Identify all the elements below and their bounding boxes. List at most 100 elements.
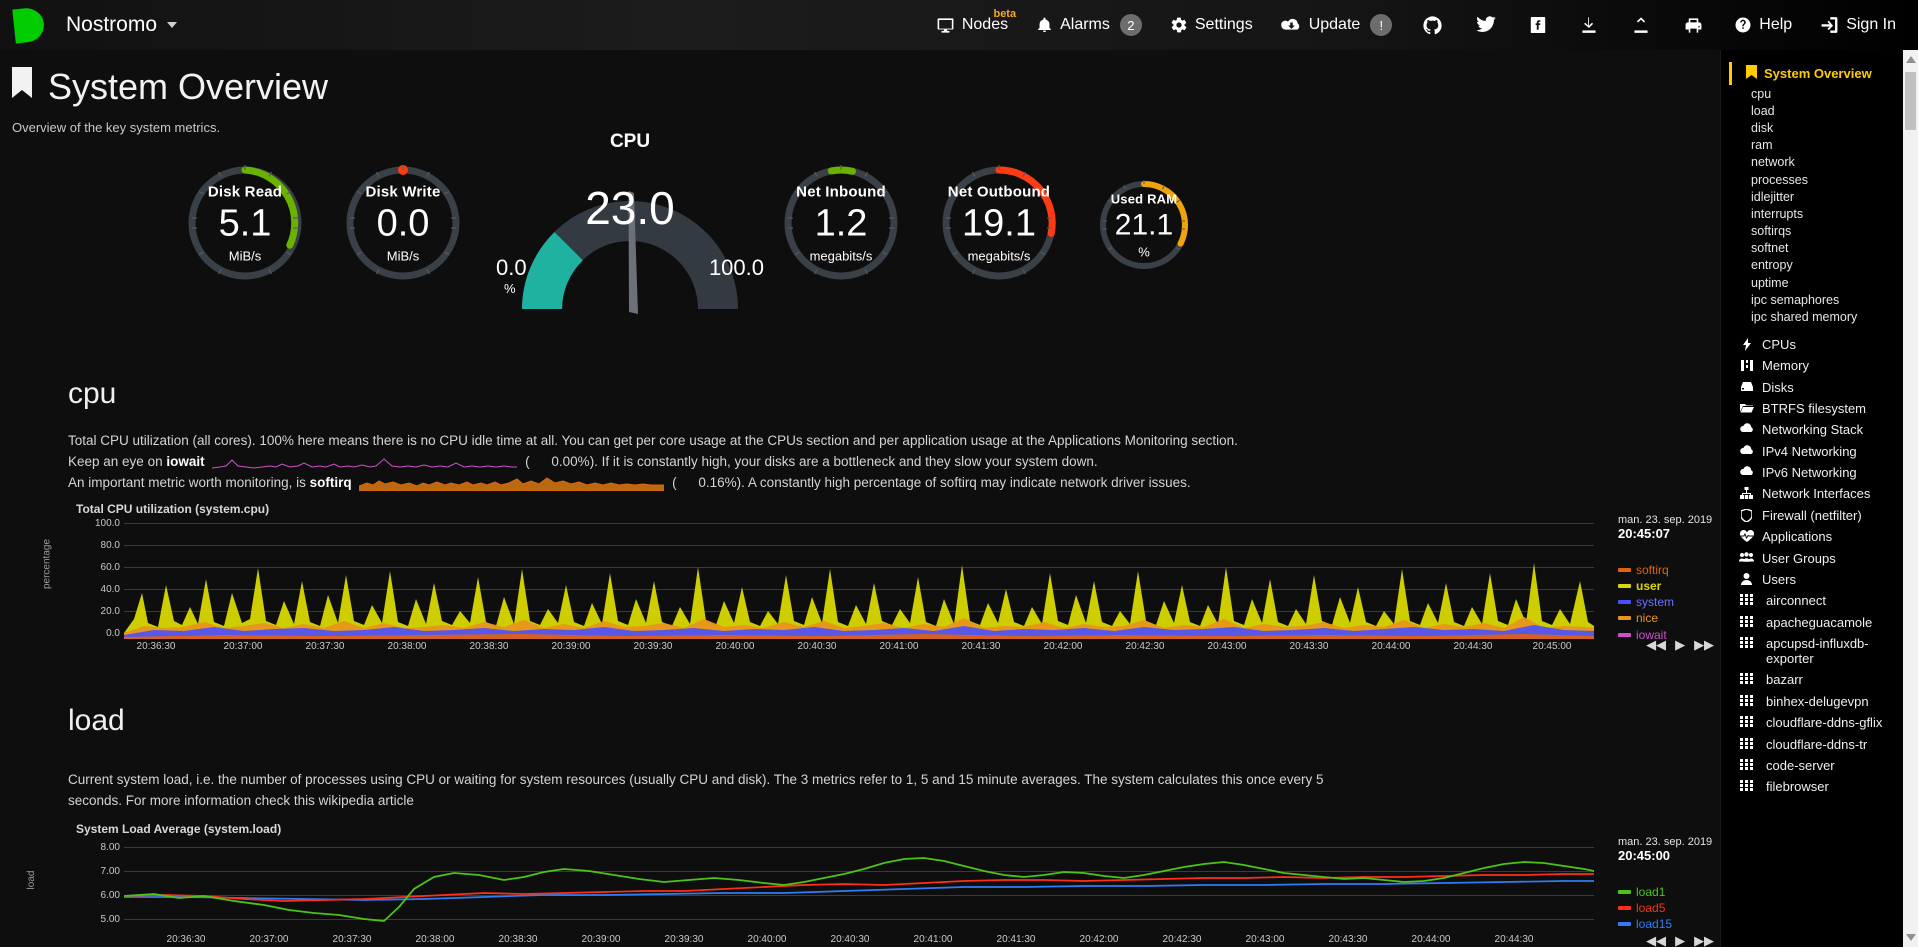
sidebar-subitem-idlejitter[interactable]: idlejitter (1751, 189, 1795, 204)
bookmark-icon (10, 66, 34, 108)
nav-item-nodes[interactable]: Nodes beta (922, 0, 1022, 50)
sidebar-subitem-processes[interactable]: processes (1751, 172, 1808, 187)
sidebar-subitem-entropy[interactable]: entropy (1751, 258, 1793, 273)
chevron-down-icon[interactable] (167, 22, 178, 28)
load-chart-ylabel: load (25, 870, 37, 890)
sidebar-item-memory[interactable]: Memory (1721, 355, 1918, 376)
legend-row[interactable]: iowait 0.0 (1618, 627, 1720, 643)
xtick: 20:44:00 (1411, 933, 1451, 945)
sidebar-subitem-ipc-semaphores[interactable]: ipc semaphores (1751, 292, 1840, 307)
th-icon (1739, 758, 1754, 770)
play-icon[interactable]: ▶ (1675, 637, 1686, 653)
nav-item-github[interactable] (1406, 0, 1459, 50)
sidebar-subitem-ipc-shared-memory[interactable]: ipc shared memory (1751, 310, 1858, 325)
legend-swatch (1618, 567, 1631, 572)
load-chart-container[interactable]: System Load Average (system.load) load 8… (26, 822, 1714, 947)
nav-item-help[interactable]: Help (1720, 0, 1806, 50)
sidebar-item-binhex-delugevpn[interactable]: binhex-delugevpn (1721, 691, 1918, 712)
ytick: 20.0 (100, 605, 120, 617)
sidebar-subitem-ram[interactable]: ram (1751, 138, 1773, 153)
sidebar-item-networking-stack[interactable]: Networking Stack (1721, 419, 1918, 440)
facebook-icon (1530, 16, 1546, 34)
forward-icon[interactable]: ▶▶ (1694, 637, 1715, 653)
scroll-down-arrow-icon[interactable] (1906, 934, 1916, 941)
legend-row[interactable]: nice 5.6 (1618, 610, 1720, 626)
nav-item-update[interactable]: Update ! (1267, 0, 1407, 50)
legend-date: man. 23. sep. 2019 (1618, 835, 1713, 848)
legend-series-name: nice (1636, 611, 1659, 626)
sidebar-item-ipv6-networking[interactable]: IPv6 Networking (1721, 462, 1918, 483)
cpu-gauge-min-unit: % (504, 281, 516, 296)
legend-row[interactable]: user 12.0 (1618, 578, 1720, 594)
sidebar-item-disks[interactable]: Disks (1721, 376, 1918, 397)
gauge-net-outbound[interactable]: Net Outbound 19.1 megabits/s (937, 161, 1061, 285)
sidebar-scrollbar[interactable] (1903, 50, 1918, 947)
gauge-net-inbound[interactable]: Net Inbound 1.2 megabits/s (779, 161, 903, 285)
cpu-desc-3-metric: softirq (309, 474, 352, 490)
xtick: 20:37:30 (332, 933, 372, 945)
sidebar-item-label: Applications (1762, 529, 1833, 545)
sidebar-subitem-cpu[interactable]: cpu (1751, 86, 1772, 101)
sidebar-item-code-server[interactable]: code-server (1721, 755, 1918, 776)
sidebar-item-system-overview[interactable]: System Overview (1729, 62, 1918, 85)
section-heading-load: load (68, 703, 125, 737)
xtick: 20:43:00 (1245, 933, 1285, 945)
sidebar-item-cloudflare-ddns-tr[interactable]: cloudflare-ddns-tr (1721, 733, 1918, 754)
brand-area[interactable]: Nostromo (0, 6, 178, 44)
rewind-icon[interactable]: ◀◀ (1646, 933, 1667, 947)
sidebar-subitem-disk[interactable]: disk (1751, 120, 1774, 135)
sidebar-subitem-uptime[interactable]: uptime (1751, 275, 1789, 290)
sidebar-subitem-interrupts[interactable]: interrupts (1751, 206, 1804, 221)
cpu-chart-container[interactable]: Total CPU utilization (system.cpu) perce… (42, 502, 1715, 653)
legend-series-name: load1 (1636, 884, 1666, 899)
load-chart-controls[interactable]: ◀◀ ▶ ▶▶ ＋ － ⇕ (1646, 932, 1720, 947)
play-icon[interactable]: ▶ (1675, 933, 1686, 947)
scrollbar-thumb[interactable] (1905, 72, 1916, 130)
scroll-up-arrow-icon[interactable] (1906, 56, 1916, 63)
forward-icon[interactable]: ▶▶ (1694, 933, 1715, 947)
legend-row[interactable]: system 5.3 (1618, 594, 1720, 610)
sidebar-item-cloudflare-ddns-gflix[interactable]: cloudflare-ddns-gflix (1721, 712, 1918, 733)
nav-item-export[interactable] (1615, 0, 1667, 50)
nav-item-facebook[interactable] (1513, 0, 1563, 50)
gauge-used-ram[interactable]: Used RAM 21.1 % (1096, 177, 1192, 273)
nav-item-alarms[interactable]: Alarms 2 (1022, 0, 1156, 50)
sidebar-item-ipv4-networking[interactable]: IPv4 Networking (1721, 441, 1918, 462)
nav-item-settings[interactable]: Settings (1156, 0, 1267, 50)
sidebar-item-bazarr[interactable]: bazarr (1721, 669, 1918, 690)
sidebar-item-firewall[interactable]: Firewall (netfilter) (1721, 505, 1918, 526)
cpu-desc-2-metric: iowait (166, 453, 205, 469)
nav-item-import[interactable] (1563, 0, 1615, 50)
sidebar-subitem-softnet[interactable]: softnet (1751, 241, 1789, 256)
sidebar-item-users[interactable]: Users (1721, 569, 1918, 590)
nav-item-print[interactable] (1667, 0, 1720, 50)
nav-item-signin[interactable]: Sign In (1806, 0, 1910, 50)
gauge-unit: megabits/s (809, 247, 873, 263)
sidebar-item-network-interfaces[interactable]: Network Interfaces (1721, 483, 1918, 504)
cpu-chart-controls[interactable]: ◀◀ ▶ ▶▶ ＋ － ⇕ (1646, 636, 1720, 655)
rewind-icon[interactable]: ◀◀ (1646, 637, 1667, 653)
gauge-disk-write[interactable]: Disk Write 0.0 MiB/s (341, 161, 465, 285)
legend-row[interactable]: softirq 0.2 (1618, 562, 1720, 578)
twitter-icon (1476, 16, 1497, 34)
sidebar-subitem-softirqs[interactable]: softirqs (1751, 224, 1792, 239)
nav-item-twitter[interactable] (1459, 0, 1513, 50)
legend-row[interactable]: load15 6.54 (1618, 916, 1720, 932)
gear-icon (1170, 16, 1188, 34)
sidebar-item-applications[interactable]: Applications (1721, 526, 1918, 547)
sidebar-item-apacheguacamole[interactable]: apacheguacamole (1721, 612, 1918, 633)
sidebar-item-user-groups[interactable]: User Groups (1721, 547, 1918, 568)
sidebar-item-btrfs-filesystem[interactable]: BTRFS filesystem (1721, 398, 1918, 419)
legend-row[interactable]: load1 7.57 (1618, 884, 1720, 900)
sidebar-item-filebrowser[interactable]: filebrowser (1721, 776, 1918, 797)
legend-row[interactable]: load5 6.93 (1618, 900, 1720, 916)
sidebar-item-airconnect[interactable]: airconnect (1721, 590, 1918, 611)
sidebar-subitem-network[interactable]: network (1751, 155, 1795, 170)
sidebar-item-apcupsd-influxdb-exporter[interactable]: apcupsd-influxdb-exporter (1721, 633, 1918, 669)
gauge-cpu[interactable]: CPU 23.0 0.0 % 100.0 (490, 131, 770, 331)
sidebar-subitem-load[interactable]: load (1751, 103, 1775, 118)
sidebar-item-cpus[interactable]: CPUs (1721, 334, 1918, 355)
gauge-value: 19.1 (962, 202, 1036, 245)
gauge-disk-read[interactable]: Disk Read 5.1 MiB/s (183, 161, 307, 285)
th-icon (1739, 779, 1754, 792)
